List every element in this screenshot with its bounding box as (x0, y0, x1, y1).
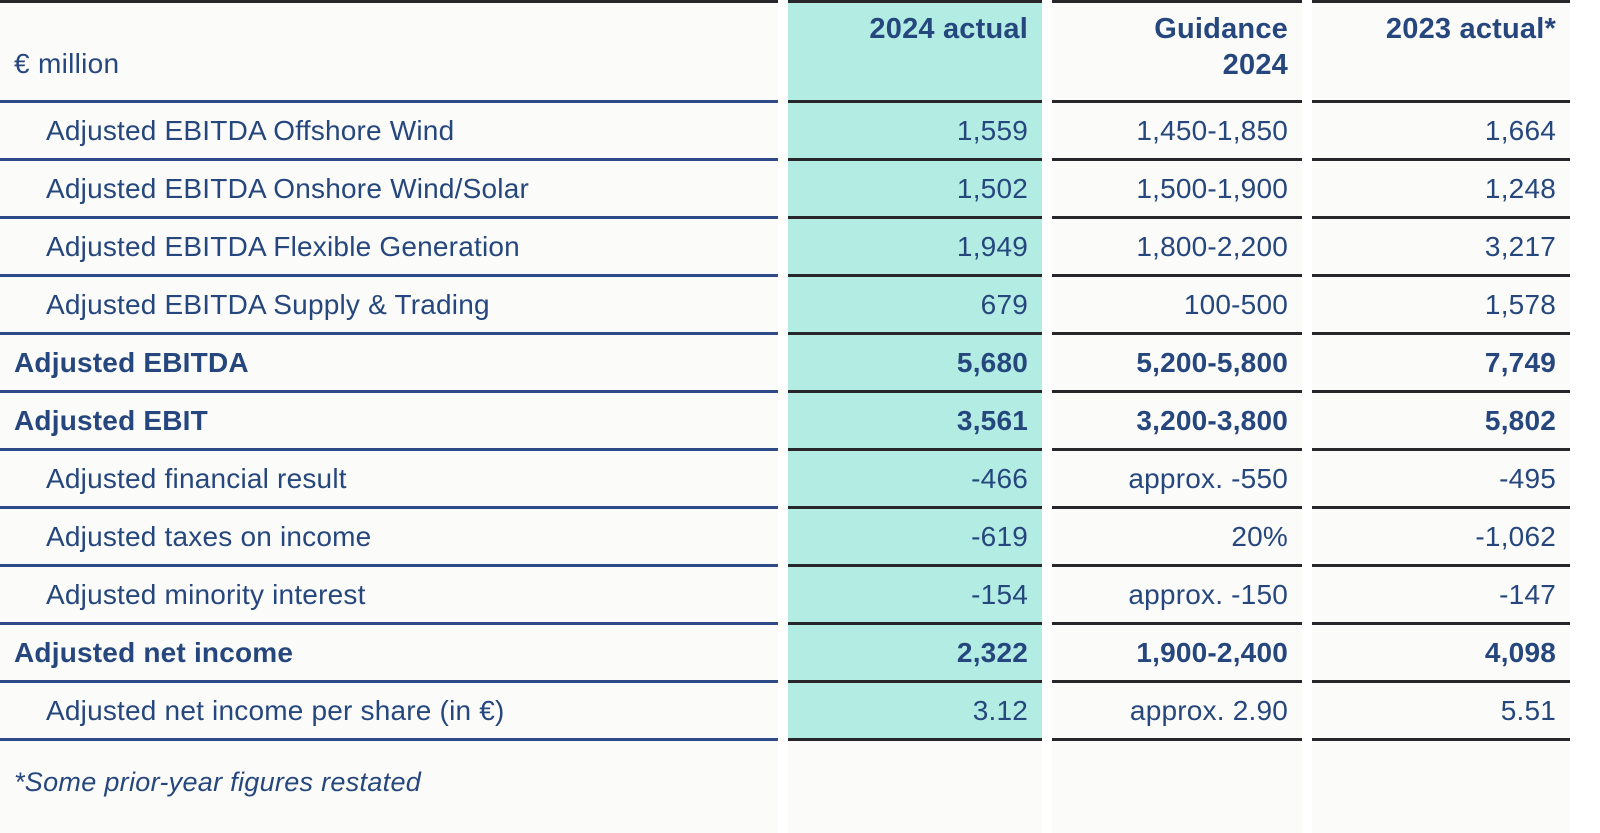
value-cell-2023-actual: 3,217 (1312, 219, 1570, 277)
value-cell-2023-actual: -147 (1312, 567, 1570, 625)
value-cell-guidance-2024: 1,450-1,850 (1052, 103, 1302, 161)
table-row: Adjusted EBITDA Onshore Wind/Solar 1,502 1… (0, 161, 1600, 219)
value-cell-2023-actual: -1,062 (1312, 509, 1570, 567)
column-header-2024-actual: 2024 actual (788, 0, 1042, 103)
row-label: Adjusted net income (0, 625, 778, 683)
row-label: Adjusted EBITDA (0, 335, 778, 393)
table-row: Adjusted net income per share (in €) 3.12… (0, 683, 1600, 741)
value-cell-2024-actual: -619 (788, 509, 1042, 567)
value-cell-2024-actual: 3.12 (788, 683, 1042, 741)
table-footer: *Some prior-year figures restated (0, 741, 1600, 833)
unit-label: € million (0, 0, 778, 103)
table-row: Adjusted minority interest -154 approx. -1… (0, 567, 1600, 625)
row-label: Adjusted EBITDA Supply & Trading (0, 277, 778, 335)
table-row: Adjusted EBIT 3,561 3,200-3,800 5,802 (0, 393, 1600, 451)
value-cell-guidance-2024: 1,500-1,900 (1052, 161, 1302, 219)
value-cell-guidance-2024: approx. 2.90 (1052, 683, 1302, 741)
column-header-2023-actual: 2023 actual* (1312, 0, 1570, 103)
row-label: Adjusted minority interest (0, 567, 778, 625)
table-header: € million 2024 actual Guidance 2024 2023… (0, 0, 1600, 103)
footer-spacer (1312, 741, 1570, 833)
value-cell-guidance-2024: 100-500 (1052, 277, 1302, 335)
row-label: Adjusted EBITDA Offshore Wind (0, 103, 778, 161)
column-header-guidance-2024: Guidance 2024 (1052, 0, 1302, 103)
value-cell-guidance-2024: approx. -150 (1052, 567, 1302, 625)
value-cell-guidance-2024: 1,900-2,400 (1052, 625, 1302, 683)
table-row: Adjusted EBITDA 5,680 5,200-5,800 7,749 (0, 335, 1600, 393)
value-cell-2024-actual: 1,502 (788, 161, 1042, 219)
value-cell-2023-actual: 1,664 (1312, 103, 1570, 161)
value-cell-2024-actual: 1,559 (788, 103, 1042, 161)
value-cell-2023-actual: 5.51 (1312, 683, 1570, 741)
table-row: Adjusted EBITDA Offshore Wind 1,559 1,450-… (0, 103, 1600, 161)
value-cell-guidance-2024: 20% (1052, 509, 1302, 567)
value-cell-2024-actual: -466 (788, 451, 1042, 509)
value-cell-2023-actual: 7,749 (1312, 335, 1570, 393)
value-cell-2024-actual: 679 (788, 277, 1042, 335)
table-row: Adjusted EBITDA Flexible Generation 1,949… (0, 219, 1600, 277)
value-cell-guidance-2024: 3,200-3,800 (1052, 393, 1302, 451)
value-cell-2023-actual: 4,098 (1312, 625, 1570, 683)
row-label: Adjusted taxes on income (0, 509, 778, 567)
row-label: Adjusted EBIT (0, 393, 778, 451)
row-label: Adjusted EBITDA Onshore Wind/Solar (0, 161, 778, 219)
row-label: Adjusted net income per share (in €) (0, 683, 778, 741)
value-cell-2024-actual: -154 (788, 567, 1042, 625)
value-cell-2023-actual: 1,248 (1312, 161, 1570, 219)
value-cell-2024-actual: 3,561 (788, 393, 1042, 451)
value-cell-2023-actual: 5,802 (1312, 393, 1570, 451)
row-label: Adjusted EBITDA Flexible Generation (0, 219, 778, 277)
table-row: Adjusted taxes on income -619 20% -1,062 (0, 509, 1600, 567)
footer-spacer (788, 741, 1042, 833)
value-cell-2024-actual: 2,322 (788, 625, 1042, 683)
table-row: Adjusted net income 2,322 1,900-2,400 4,098 (0, 625, 1600, 683)
value-cell-guidance-2024: 1,800-2,200 (1052, 219, 1302, 277)
table-row: Adjusted financial result -466 approx. -55… (0, 451, 1600, 509)
table-body: Adjusted EBITDA Offshore Wind 1,559 1,450-… (0, 103, 1600, 741)
value-cell-2023-actual: -495 (1312, 451, 1570, 509)
value-cell-guidance-2024: approx. -550 (1052, 451, 1302, 509)
value-cell-guidance-2024: 5,200-5,800 (1052, 335, 1302, 393)
value-cell-2024-actual: 5,680 (788, 335, 1042, 393)
footnote: *Some prior-year figures restated (0, 741, 778, 833)
footer-spacer (1052, 741, 1302, 833)
value-cell-2023-actual: 1,578 (1312, 277, 1570, 335)
value-cell-2024-actual: 1,949 (788, 219, 1042, 277)
row-label: Adjusted financial result (0, 451, 778, 509)
table-row: Adjusted EBITDA Supply & Trading 679 100-5… (0, 277, 1600, 335)
